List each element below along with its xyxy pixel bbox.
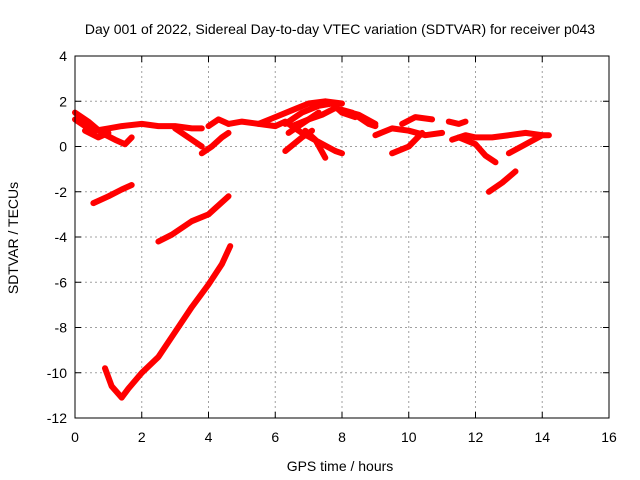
series-line-23 bbox=[90, 182, 135, 207]
x-axis-label: GPS time / hours bbox=[287, 458, 394, 474]
series-line-17 bbox=[389, 129, 426, 157]
y-tick-label: 4 bbox=[59, 48, 67, 64]
x-tick-label: 4 bbox=[205, 429, 213, 445]
series-line-3 bbox=[82, 127, 112, 141]
series-line-19 bbox=[445, 118, 469, 127]
x-tick-label: 14 bbox=[534, 429, 550, 445]
series-line-26 bbox=[102, 243, 234, 401]
series-line-18 bbox=[399, 114, 436, 127]
series-line-16 bbox=[372, 125, 446, 139]
y-tick-label: -6 bbox=[55, 274, 68, 290]
y-tick-label: -4 bbox=[55, 229, 68, 245]
series-line-11 bbox=[288, 105, 379, 130]
series-line-25 bbox=[485, 168, 519, 195]
y-tick-label: -2 bbox=[55, 184, 68, 200]
x-tick-label: 8 bbox=[338, 429, 346, 445]
series-line-1 bbox=[72, 116, 205, 134]
y-tick-label: 0 bbox=[59, 139, 67, 155]
x-tick-label: 0 bbox=[71, 429, 79, 445]
chart-title: Day 001 of 2022, Sidereal Day-to-day VTE… bbox=[85, 21, 595, 37]
axis-ticks bbox=[74, 55, 610, 419]
y-axis-label: SDTVAR / TECUs bbox=[5, 182, 21, 294]
x-tick-label: 2 bbox=[138, 429, 146, 445]
series-layer bbox=[72, 98, 552, 401]
y-tick-label: -10 bbox=[47, 365, 67, 381]
x-tick-label: 6 bbox=[271, 429, 279, 445]
series-line-14 bbox=[302, 127, 329, 161]
x-tick-labels: 0 2 4 6 8 10 12 14 16 bbox=[71, 429, 617, 445]
series-line-5 bbox=[198, 129, 232, 157]
series-line-6 bbox=[205, 116, 232, 130]
y-tick-label: -12 bbox=[47, 410, 67, 426]
series-line-15 bbox=[339, 107, 379, 127]
y-tick-label: -8 bbox=[55, 320, 68, 336]
x-tick-label: 12 bbox=[468, 429, 484, 445]
y-tick-labels: 4 2 0 -2 -4 -6 -8 -10 -12 bbox=[47, 48, 67, 426]
series-line-24 bbox=[155, 193, 232, 245]
x-tick-label: 16 bbox=[601, 429, 617, 445]
series-line-22 bbox=[505, 132, 546, 157]
x-tick-label: 10 bbox=[401, 429, 417, 445]
series-line-4 bbox=[172, 125, 205, 150]
series-line-21 bbox=[455, 134, 499, 166]
series-line-2 bbox=[72, 109, 135, 148]
y-tick-label: 2 bbox=[59, 93, 67, 109]
